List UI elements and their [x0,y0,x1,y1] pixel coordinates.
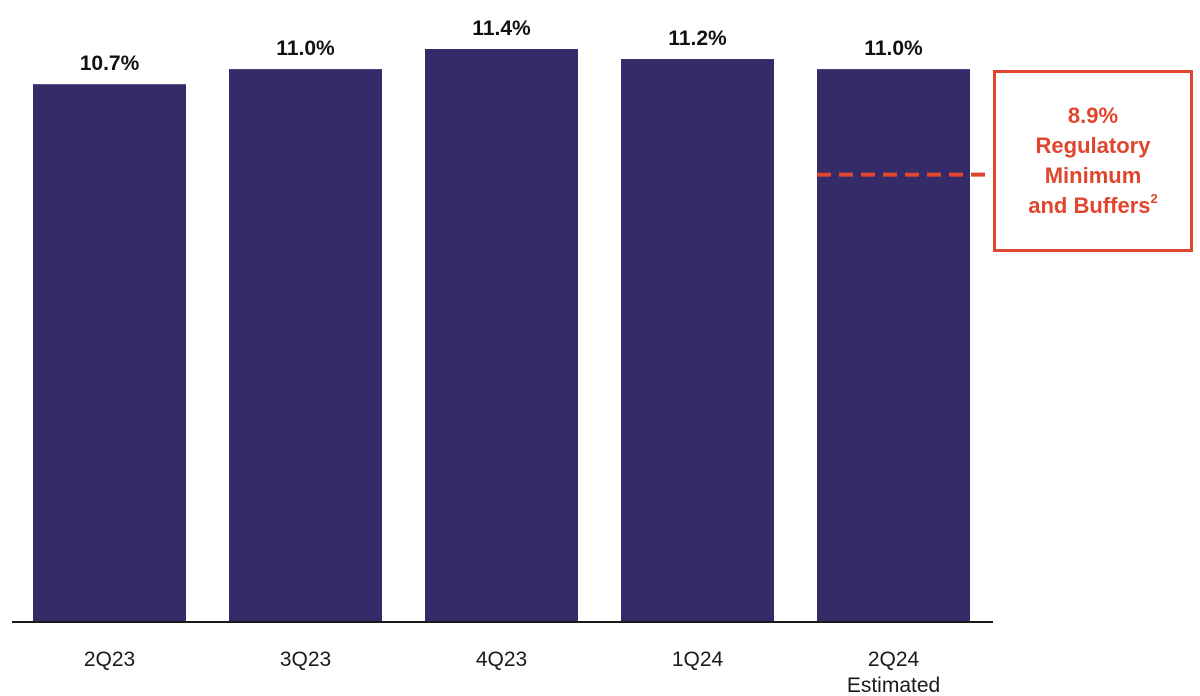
regulatory-minimum-callout: 8.9% Regulatory Minimum and Buffers2 [993,70,1193,252]
value-label-2q23: 10.7% [80,52,140,75]
x-tick-sublabel-2q24: Estimated [847,674,940,696]
callout-line-1: Regulatory [1035,133,1151,158]
value-label-3q23: 11.0% [276,37,335,60]
value-label-4q23: 11.4% [472,17,531,40]
value-label-1q24: 11.2% [668,27,727,50]
callout-line-3-text: and Buffers [1028,193,1151,218]
callout-line-3: and Buffers2 [1028,191,1157,221]
x-tick-label-4q23: 4Q23 [476,648,527,671]
value-labels-group: 10.7% 11.0% 11.4% 11.2% 11.0% [80,17,923,75]
x-tick-labels-group: 2Q23 3Q23 4Q23 1Q24 2Q24 Estimated [84,648,940,696]
x-tick-label-3q23: 3Q23 [280,648,331,671]
value-label-2q24: 11.0% [864,37,923,60]
bar-4q23 [425,49,578,622]
bar-2q24 [817,69,970,622]
callout-value: 8.9% [1067,103,1119,128]
callout-line-2: Minimum [1044,163,1142,188]
bar-2q23 [33,84,186,623]
x-tick-label-2q24: 2Q24 [868,648,920,671]
bar-1q24 [621,59,774,623]
x-tick-label-2q23: 2Q23 [84,648,135,671]
x-tick-label-1q24: 1Q24 [672,648,724,671]
footnote-marker: 2 [1150,190,1158,206]
bars-group [33,49,970,623]
bar-3q23 [229,69,382,622]
